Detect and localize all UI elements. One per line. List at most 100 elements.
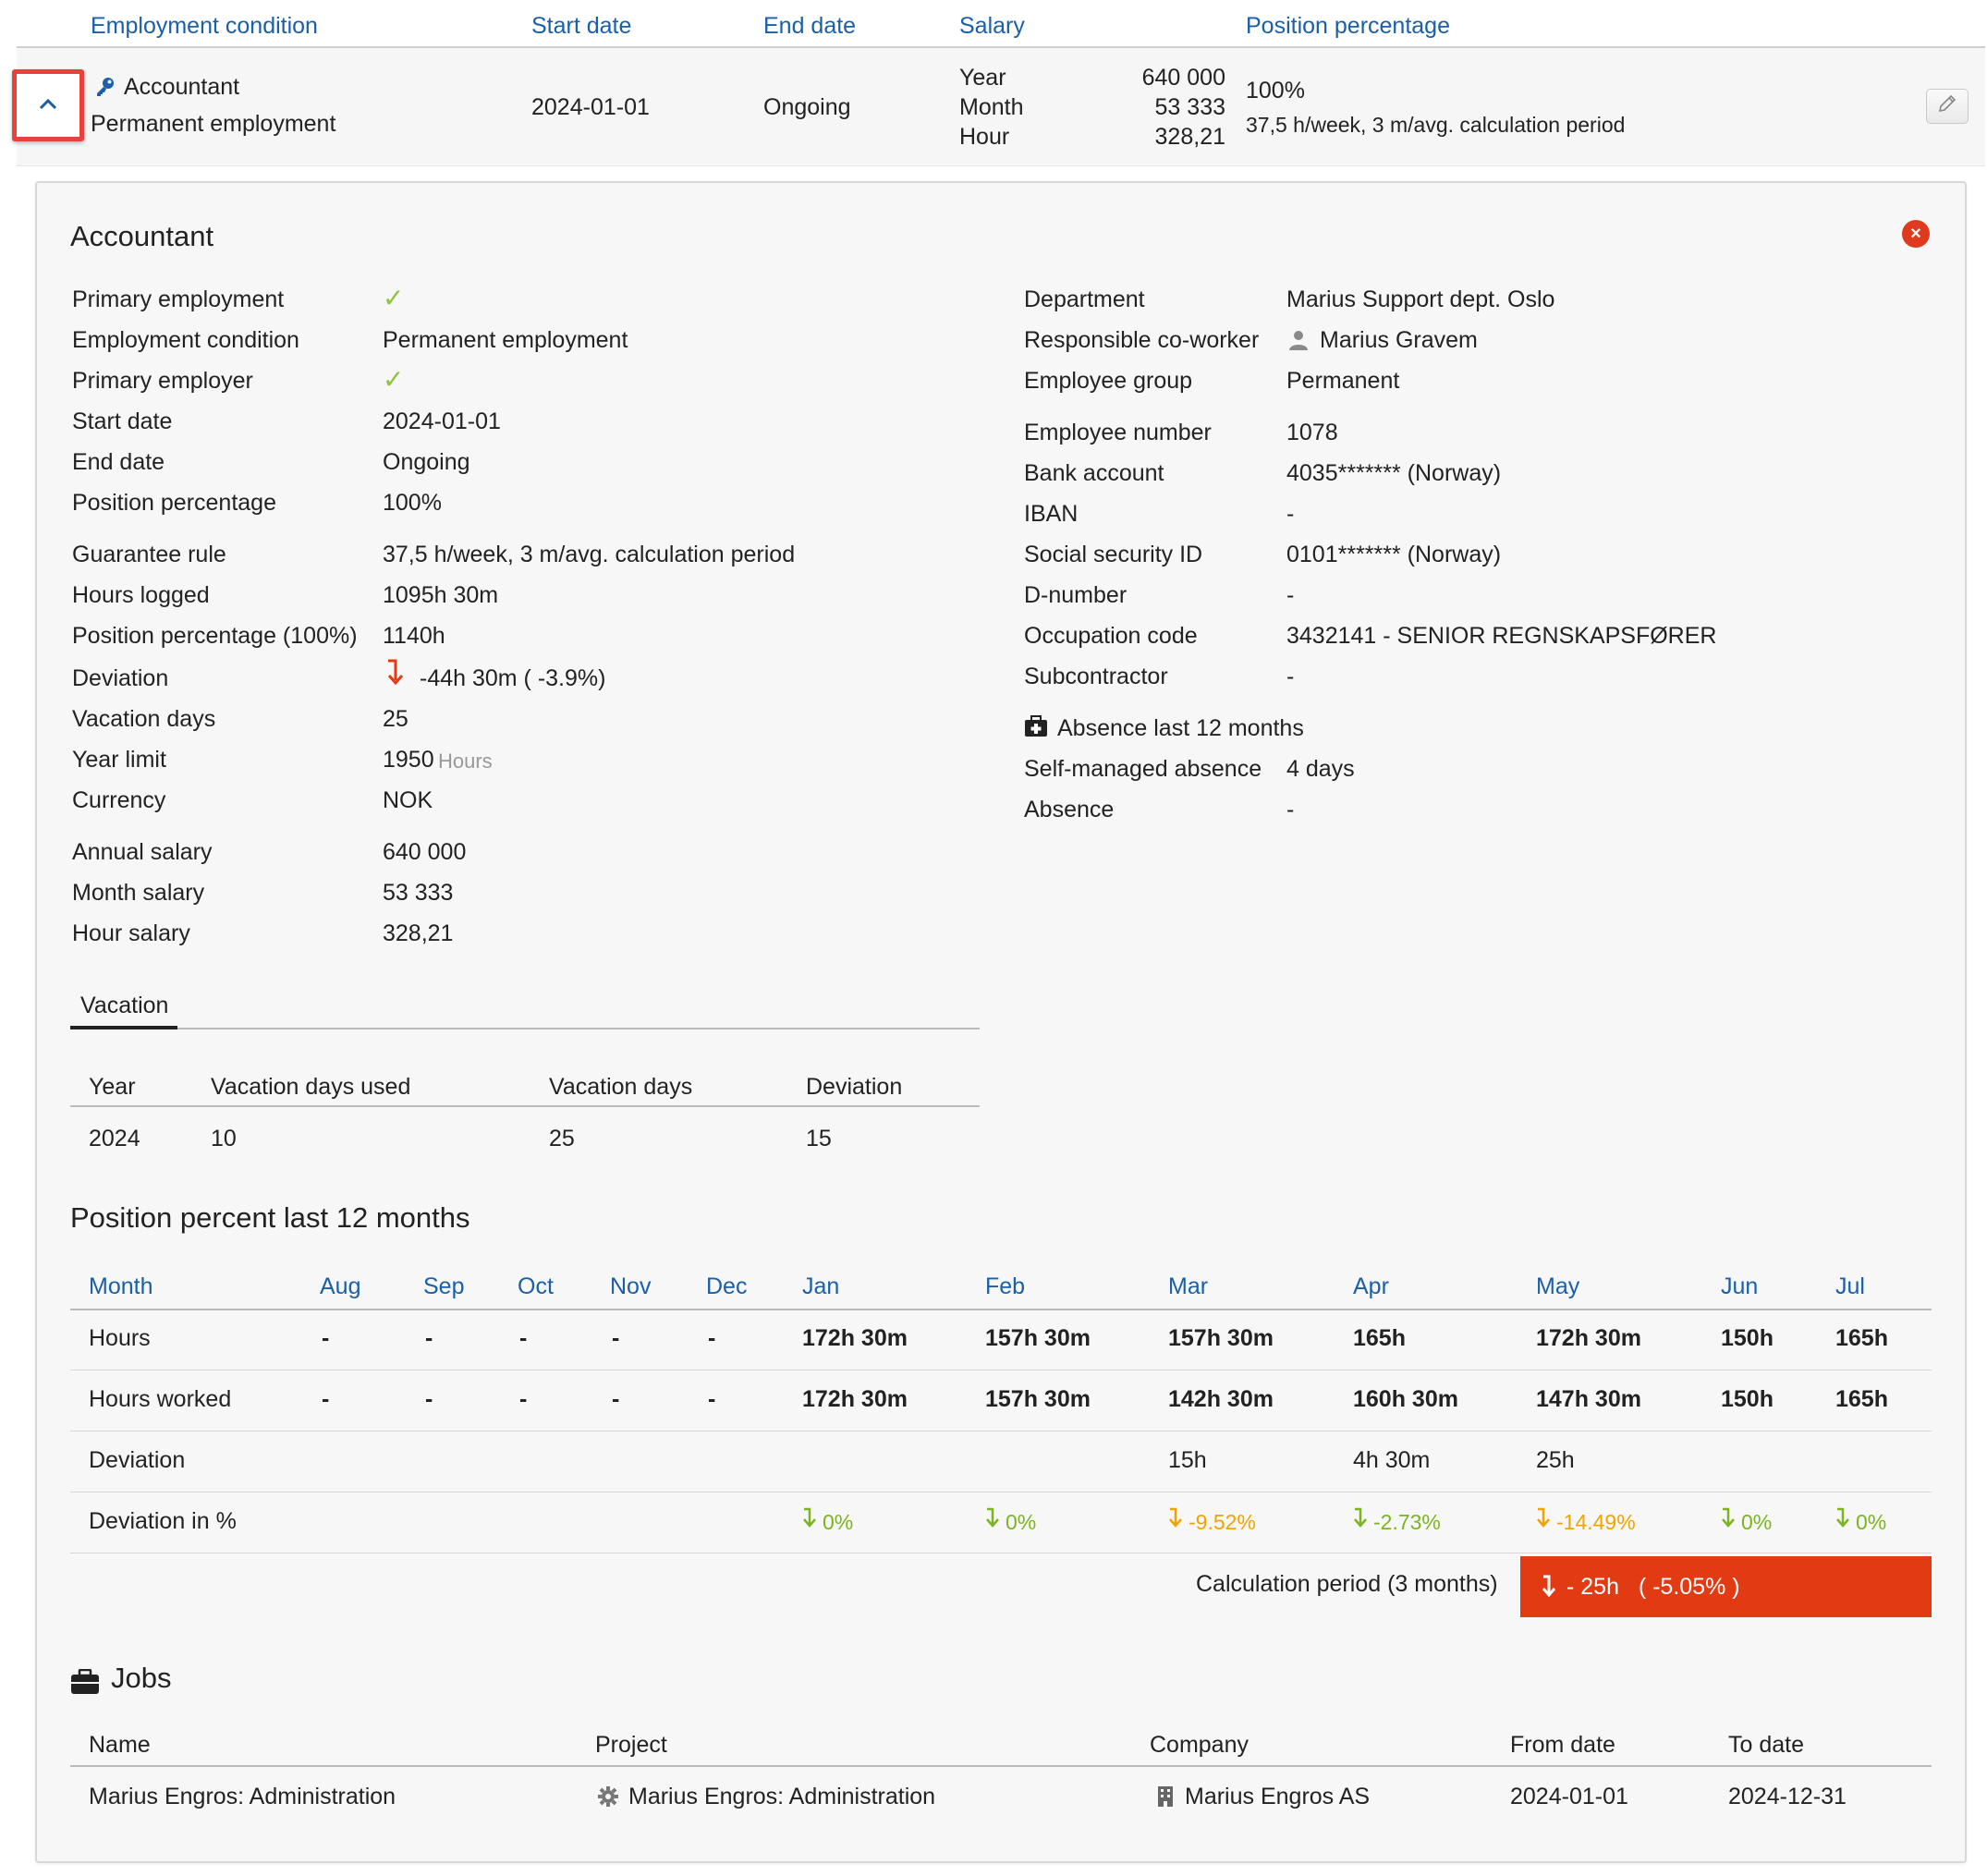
employment-detail-panel: Accountant × Primary employment ✓ Employ… (35, 181, 1967, 1863)
value-employee-number: 1078 (1286, 420, 1338, 445)
jobs-col-to-date[interactable]: To date (1728, 1732, 1805, 1758)
hours-cell: 172h 30m (1536, 1325, 1641, 1351)
arrow-down-icon (1353, 1506, 1368, 1537)
month-header[interactable]: Oct (518, 1273, 554, 1299)
month-header[interactable]: Jul (1835, 1273, 1865, 1299)
row-label-deviation-pct: Deviation in % (89, 1508, 237, 1534)
month-header[interactable]: May (1536, 1273, 1580, 1299)
month-header[interactable]: Mar (1168, 1273, 1209, 1299)
label-vacation-days: Vacation days (72, 706, 216, 732)
month-header[interactable]: Nov (610, 1273, 652, 1299)
value-guarantee-rule: 37,5 h/week, 3 m/avg. calculation period (383, 542, 796, 567)
vac-col-days-used[interactable]: Vacation days used (211, 1074, 411, 1100)
jobs-col-project[interactable]: Project (595, 1732, 667, 1758)
value-employment-condition: Permanent employment (383, 327, 628, 353)
deviation-cell: 25h (1536, 1447, 1575, 1473)
jobs-col-name[interactable]: Name (89, 1732, 151, 1758)
hours-worked-cell: - (322, 1386, 330, 1412)
job-company-link[interactable]: Marius Engros AS (1185, 1784, 1371, 1809)
calc-period-value: - 25h ( -5.05% ) (1566, 1573, 1740, 1600)
month-header[interactable]: Feb (985, 1273, 1026, 1299)
value-absence: - (1286, 797, 1295, 822)
salary-hour-label: Hour (959, 124, 1010, 150)
col-start-date[interactable]: Start date (531, 13, 632, 39)
month-header[interactable]: Dec (706, 1273, 748, 1299)
employment-row[interactable]: Accountant Permanent employment 2024-01-… (17, 48, 1985, 166)
label-d-number: D-number (1024, 582, 1128, 608)
col-salary[interactable]: Salary (959, 13, 1025, 39)
month-header[interactable]: Jan (802, 1273, 840, 1299)
value-self-managed-absence: 4 days (1286, 756, 1355, 782)
vac-year: 2024 (89, 1126, 140, 1151)
vac-days: 25 (549, 1126, 575, 1151)
label-employee-number: Employee number (1024, 420, 1212, 445)
label-position-percentage-100: Position percentage (100%) (72, 623, 358, 649)
vac-days-used: 10 (211, 1126, 237, 1151)
salary-month-value: 53 333 (1154, 94, 1225, 120)
deviation-pct-cell: 0% (1741, 1510, 1773, 1534)
label-department: Department (1024, 286, 1145, 312)
job-name-link[interactable]: Marius Engros: Administration (89, 1784, 396, 1809)
hours-worked-cell: 160h 30m (1353, 1386, 1458, 1412)
month-header[interactable]: Sep (423, 1273, 465, 1299)
jobs-header-divider (70, 1765, 1932, 1767)
hours-cell: 157h 30m (1168, 1325, 1274, 1351)
value-annual-salary: 640 000 (383, 839, 467, 865)
vac-col-deviation[interactable]: Deviation (806, 1074, 903, 1100)
check-icon: ✓ (383, 284, 405, 312)
job-project-link[interactable]: Marius Engros: Administration (628, 1784, 936, 1809)
month-header[interactable]: Apr (1353, 1273, 1389, 1299)
arrow-down-icon (802, 1506, 817, 1537)
hours-cell: - (612, 1325, 620, 1351)
close-icon[interactable]: × (1902, 220, 1930, 248)
chevron-up-icon (37, 92, 59, 118)
value-d-number: - (1286, 582, 1295, 608)
vac-header-divider (70, 1105, 980, 1107)
label-absence: Absence (1024, 797, 1115, 822)
col-month[interactable]: Month (89, 1273, 153, 1299)
value-currency: NOK (383, 787, 433, 813)
col-position-percentage[interactable]: Position percentage (1246, 13, 1450, 39)
arrow-down-icon (1168, 1506, 1183, 1537)
value-month-salary: 53 333 (383, 880, 454, 906)
label-occupation-code: Occupation code (1024, 623, 1198, 649)
deviation-pct-cell: -9.52% (1189, 1510, 1256, 1534)
label-hour-salary: Hour salary (72, 920, 190, 946)
collapse-button[interactable] (12, 69, 84, 141)
key-icon (94, 76, 116, 104)
label-deviation: Deviation (72, 665, 169, 691)
hours-worked-cell: - (612, 1386, 620, 1412)
check-icon: ✓ (383, 365, 405, 394)
gear-icon (597, 1785, 619, 1814)
jobs-col-from-date[interactable]: From date (1510, 1732, 1615, 1758)
hours-cell: 150h (1721, 1325, 1774, 1351)
label-hours-logged: Hours logged (72, 582, 210, 608)
coworker-link[interactable]: Marius Gravem (1320, 327, 1478, 353)
position-table-title: Position percent last 12 months (70, 1201, 470, 1234)
col-employment-condition[interactable]: Employment condition (91, 13, 318, 39)
row-end-date: Ongoing (763, 94, 851, 120)
label-responsible-coworker: Responsible co-worker (1024, 327, 1260, 353)
label-month-salary: Month salary (72, 880, 205, 906)
medkit-icon (1024, 715, 1048, 744)
month-header[interactable]: Jun (1721, 1273, 1759, 1299)
value-iban: - (1286, 501, 1295, 527)
edit-button[interactable] (1926, 89, 1969, 124)
hours-worked-cell: 147h 30m (1536, 1386, 1641, 1412)
deviation-cell: 4h 30m (1353, 1447, 1431, 1473)
month-header[interactable]: Aug (320, 1273, 361, 1299)
month-header-divider (70, 1309, 1932, 1310)
value-position-hours: 1140h (383, 623, 445, 649)
hours-cell: - (708, 1325, 716, 1351)
vac-col-days[interactable]: Vacation days (549, 1074, 693, 1100)
arrow-down-icon (985, 1506, 1000, 1537)
vac-col-year[interactable]: Year (89, 1074, 136, 1100)
tab-vacation[interactable]: Vacation (70, 991, 177, 1029)
label-subcontractor: Subcontractor (1024, 664, 1168, 689)
col-end-date[interactable]: End date (763, 13, 857, 39)
hours-cell: 165h (1353, 1325, 1406, 1351)
hours-worked-cell: 165h (1835, 1386, 1888, 1412)
job-from-date: 2024-01-01 (1510, 1784, 1628, 1809)
jobs-col-company[interactable]: Company (1150, 1732, 1249, 1758)
value-position-percentage: 100% (383, 490, 442, 516)
